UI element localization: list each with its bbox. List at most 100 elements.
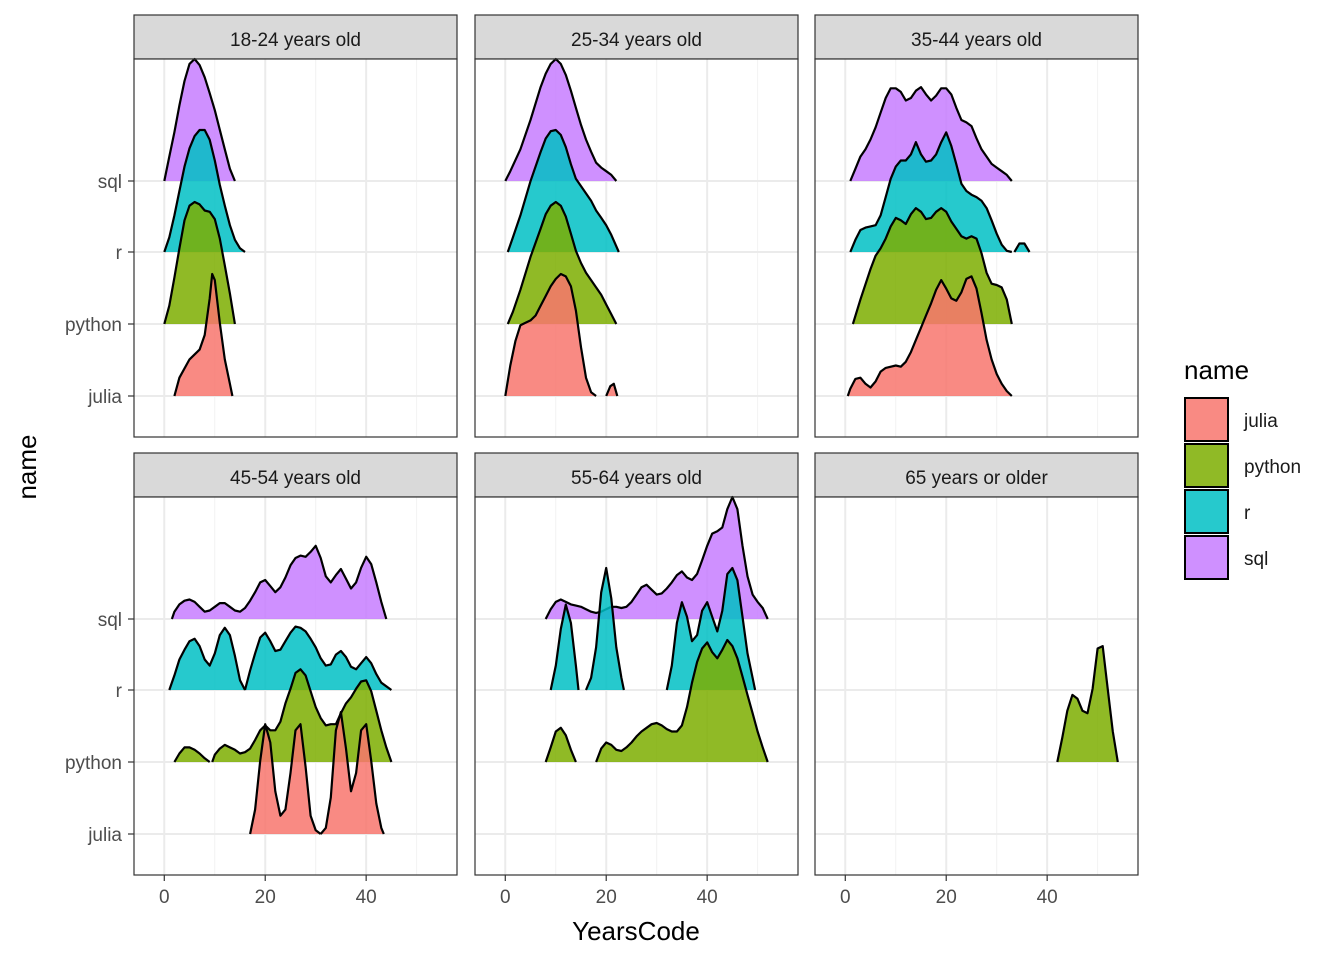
x-tick-label: 20 (255, 887, 276, 908)
ridge-outline-python (595, 638, 769, 763)
facet-title: 25-34 years old (571, 30, 702, 51)
facet-title: 35-44 years old (911, 30, 1042, 51)
facet-panel: 45-54 years old (133, 452, 458, 876)
ridge-area-sql (171, 545, 387, 619)
facet-panels: 18-24 years old 25-34 years old 35-44 year… (133, 14, 1139, 876)
ridge-outline-python (506, 200, 618, 325)
ridge-area-python (1057, 646, 1118, 762)
ridge-outline-julia (249, 723, 322, 835)
ridge-outline-python (211, 668, 393, 763)
x-tick-label: 0 (500, 887, 511, 908)
ridge-outline-sql (849, 86, 1013, 182)
x-axis-title: YearsCode (572, 916, 700, 946)
x-tick-label: 40 (356, 887, 377, 908)
y-tick-label: julia (87, 387, 122, 408)
ridge-area-python (545, 727, 576, 762)
ridge-outline-r (506, 128, 620, 253)
panel-border (814, 58, 1139, 438)
ridge-outline-python (1056, 645, 1119, 763)
ridge-outline-r (163, 128, 246, 253)
ridge-outline-julia (504, 272, 597, 397)
legend-key-r (1184, 489, 1229, 534)
ridge-outline-r (584, 566, 625, 691)
ridge-area-r (245, 626, 392, 690)
facet-panel: 55-64 years old (474, 452, 799, 876)
legend-label: sql (1244, 549, 1268, 570)
ridge-area-sql (545, 497, 768, 619)
facet-title: 45-54 years old (230, 468, 361, 489)
legend-key-julia (1184, 397, 1229, 442)
panel-background (815, 497, 1138, 875)
ridge-outline-julia (846, 275, 1013, 397)
ridge-area-r (507, 130, 619, 252)
y-tick-label: python (65, 315, 122, 336)
ridge-outline-r (849, 131, 1013, 254)
y-axis-title: name (12, 434, 42, 499)
facet-title: 18-24 years old (230, 30, 361, 51)
legend: name julia python r sql (1184, 355, 1301, 580)
ridge-outline-r (243, 625, 393, 691)
facet-panel: 18-24 years old (133, 14, 458, 438)
ridge-area-julia (847, 276, 1012, 396)
ridge-outline-julia (173, 272, 234, 397)
ridge-area-python (174, 747, 210, 762)
ridge-area-sql (164, 59, 235, 181)
legend-label: r (1244, 503, 1251, 524)
ridge-outline-python (544, 726, 577, 763)
panel-border (133, 496, 458, 876)
y-tick-label: r (116, 681, 123, 702)
ridge-area-r (586, 568, 624, 690)
x-tick-label: 40 (1037, 887, 1058, 908)
ridge-area-python (596, 640, 768, 762)
ridge-outline-python (173, 746, 211, 763)
ridge-area-julia (174, 274, 233, 396)
panel-border (474, 496, 799, 876)
ridge-outline-sql (170, 544, 388, 620)
ridge-outline-julia (605, 382, 619, 397)
y-tick-label: sql (98, 172, 122, 193)
legend-key-python (1184, 443, 1229, 488)
ridge-outline-r (168, 626, 246, 691)
panel-border (474, 58, 799, 438)
x-tick-label: 0 (840, 887, 851, 908)
facet-strip (814, 14, 1139, 60)
ridge-area-sql (850, 87, 1012, 181)
panel-border (814, 496, 1139, 876)
facet-strip (474, 452, 799, 498)
y-tick-label: sql (98, 610, 122, 631)
ridge-outline-python (163, 200, 236, 325)
ridge-area-sql (505, 59, 617, 181)
facet-title: 55-64 years old (571, 468, 702, 489)
x-tick-label: 0 (159, 887, 170, 908)
ridge-outline-r (1013, 242, 1031, 253)
ridge-area-r (169, 627, 245, 690)
facet-panel: 25-34 years old (474, 14, 799, 438)
panel-border (133, 58, 458, 438)
facet-strip (814, 452, 1139, 498)
x-tick-label: 40 (697, 887, 718, 908)
ridge-area-python (212, 669, 392, 762)
ridge-outline-r (665, 566, 757, 691)
axes: julia python r sql julia python r sql 0 20 40 0 20 40… (65, 172, 1058, 908)
facet-strip (133, 452, 458, 498)
facet-panel: 65 years or older (814, 452, 1139, 876)
facet-strip (133, 14, 458, 60)
ridge-outline-r (549, 603, 580, 691)
legend-title: name (1184, 355, 1249, 385)
ridge-outline-sql (544, 495, 769, 620)
legend-label: python (1244, 457, 1301, 478)
y-tick-label: python (65, 753, 122, 774)
facet-title: 65 years or older (905, 468, 1048, 489)
x-tick-label: 20 (596, 887, 617, 908)
ridge-area-python (507, 202, 617, 324)
facet-strip (474, 14, 799, 60)
y-tick-label: julia (87, 825, 122, 846)
ridge-outline-python (851, 207, 1013, 325)
ridge-area-r (550, 604, 579, 690)
ridge-outline-julia (319, 710, 385, 835)
facet-panel: 35-44 years old (814, 14, 1139, 438)
ridge-outline-sql (504, 57, 618, 182)
ridge-area-r (850, 132, 1012, 252)
